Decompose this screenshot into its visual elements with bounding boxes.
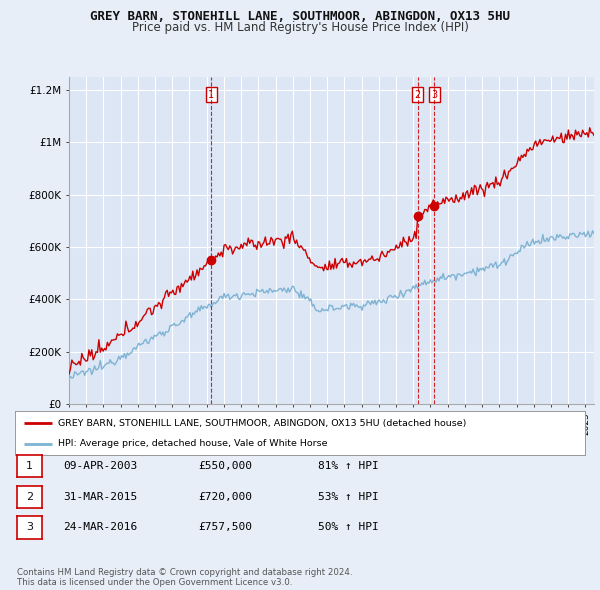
Text: £720,000: £720,000: [198, 492, 252, 502]
Text: 2: 2: [415, 90, 421, 100]
Text: 2: 2: [26, 492, 33, 502]
Text: 53% ↑ HPI: 53% ↑ HPI: [318, 492, 379, 502]
Text: £757,500: £757,500: [198, 523, 252, 532]
Text: 1: 1: [208, 90, 214, 100]
Text: 24-MAR-2016: 24-MAR-2016: [63, 523, 137, 532]
Text: 50% ↑ HPI: 50% ↑ HPI: [318, 523, 379, 532]
Text: 3: 3: [26, 523, 33, 532]
Text: 3: 3: [431, 90, 437, 100]
Text: 1: 1: [26, 461, 33, 471]
Text: GREY BARN, STONEHILL LANE, SOUTHMOOR, ABINGDON, OX13 5HU: GREY BARN, STONEHILL LANE, SOUTHMOOR, AB…: [90, 10, 510, 23]
Text: £550,000: £550,000: [198, 461, 252, 471]
Text: 81% ↑ HPI: 81% ↑ HPI: [318, 461, 379, 471]
Text: 09-APR-2003: 09-APR-2003: [63, 461, 137, 471]
Text: Price paid vs. HM Land Registry's House Price Index (HPI): Price paid vs. HM Land Registry's House …: [131, 21, 469, 34]
Text: GREY BARN, STONEHILL LANE, SOUTHMOOR, ABINGDON, OX13 5HU (detached house): GREY BARN, STONEHILL LANE, SOUTHMOOR, AB…: [58, 419, 466, 428]
Text: 31-MAR-2015: 31-MAR-2015: [63, 492, 137, 502]
Text: Contains HM Land Registry data © Crown copyright and database right 2024.
This d: Contains HM Land Registry data © Crown c…: [17, 568, 352, 587]
Text: HPI: Average price, detached house, Vale of White Horse: HPI: Average price, detached house, Vale…: [58, 439, 327, 448]
